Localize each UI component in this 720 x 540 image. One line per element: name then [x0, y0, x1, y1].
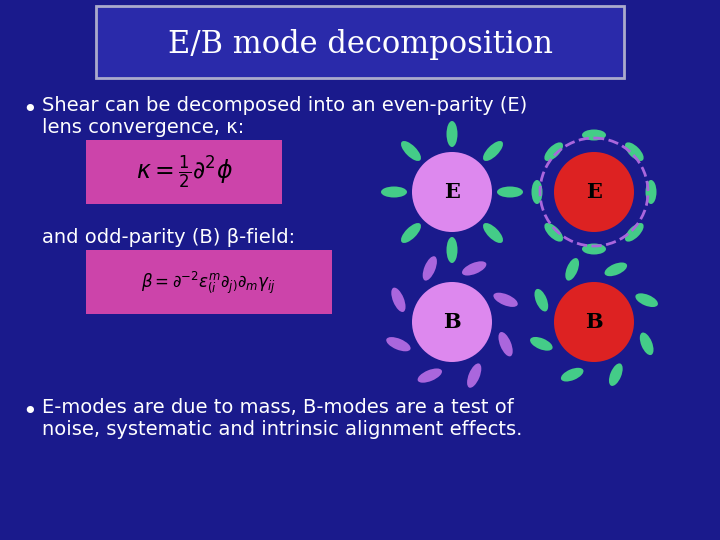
Ellipse shape — [483, 223, 503, 243]
Ellipse shape — [635, 293, 658, 307]
Ellipse shape — [625, 143, 644, 161]
Ellipse shape — [582, 244, 606, 254]
Ellipse shape — [605, 262, 627, 276]
Circle shape — [412, 152, 492, 232]
Ellipse shape — [609, 363, 623, 386]
Ellipse shape — [646, 180, 657, 204]
Ellipse shape — [544, 143, 563, 161]
Ellipse shape — [423, 256, 437, 281]
Ellipse shape — [498, 332, 513, 356]
Ellipse shape — [401, 141, 421, 161]
FancyBboxPatch shape — [86, 250, 332, 314]
Text: E: E — [444, 182, 460, 202]
Text: •: • — [22, 98, 37, 122]
Ellipse shape — [446, 237, 457, 263]
Ellipse shape — [446, 121, 457, 147]
Ellipse shape — [467, 363, 481, 388]
Ellipse shape — [530, 337, 553, 350]
Text: E-modes are due to mass, B-modes are a test of: E-modes are due to mass, B-modes are a t… — [42, 398, 514, 417]
Ellipse shape — [418, 368, 442, 383]
Text: B: B — [585, 312, 603, 332]
Text: $\kappa = \frac{1}{2}\partial^2\phi$: $\kappa = \frac{1}{2}\partial^2\phi$ — [135, 153, 233, 191]
Ellipse shape — [625, 223, 644, 241]
Text: B: B — [444, 312, 461, 332]
Ellipse shape — [534, 289, 548, 312]
Circle shape — [554, 152, 634, 232]
Circle shape — [554, 282, 634, 362]
Text: lens convergence, κ:: lens convergence, κ: — [42, 118, 244, 137]
Ellipse shape — [391, 288, 405, 312]
Text: E/B mode decomposition: E/B mode decomposition — [168, 29, 552, 59]
Circle shape — [412, 282, 492, 362]
Ellipse shape — [386, 337, 410, 352]
Text: $\beta = \partial^{-2}\varepsilon^m_{(i}\partial_{j)}\partial_m\gamma_{ij}$: $\beta = \partial^{-2}\varepsilon^m_{(i}… — [141, 269, 276, 295]
Text: and odd-parity (B) β-field:: and odd-parity (B) β-field: — [42, 228, 295, 247]
Ellipse shape — [531, 180, 542, 204]
Ellipse shape — [561, 368, 583, 382]
Ellipse shape — [401, 223, 421, 243]
Ellipse shape — [497, 186, 523, 198]
Text: noise, systematic and intrinsic alignment effects.: noise, systematic and intrinsic alignmen… — [42, 420, 523, 439]
Ellipse shape — [381, 186, 407, 198]
Ellipse shape — [483, 141, 503, 161]
Ellipse shape — [493, 293, 518, 307]
FancyBboxPatch shape — [86, 140, 282, 204]
Ellipse shape — [640, 333, 654, 355]
Ellipse shape — [565, 258, 579, 281]
Ellipse shape — [582, 130, 606, 140]
FancyBboxPatch shape — [96, 6, 624, 78]
Ellipse shape — [462, 261, 487, 275]
Text: E: E — [586, 182, 602, 202]
Ellipse shape — [544, 223, 563, 241]
Text: •: • — [22, 400, 37, 424]
Text: Shear can be decomposed into an even-parity (E): Shear can be decomposed into an even-par… — [42, 96, 527, 115]
